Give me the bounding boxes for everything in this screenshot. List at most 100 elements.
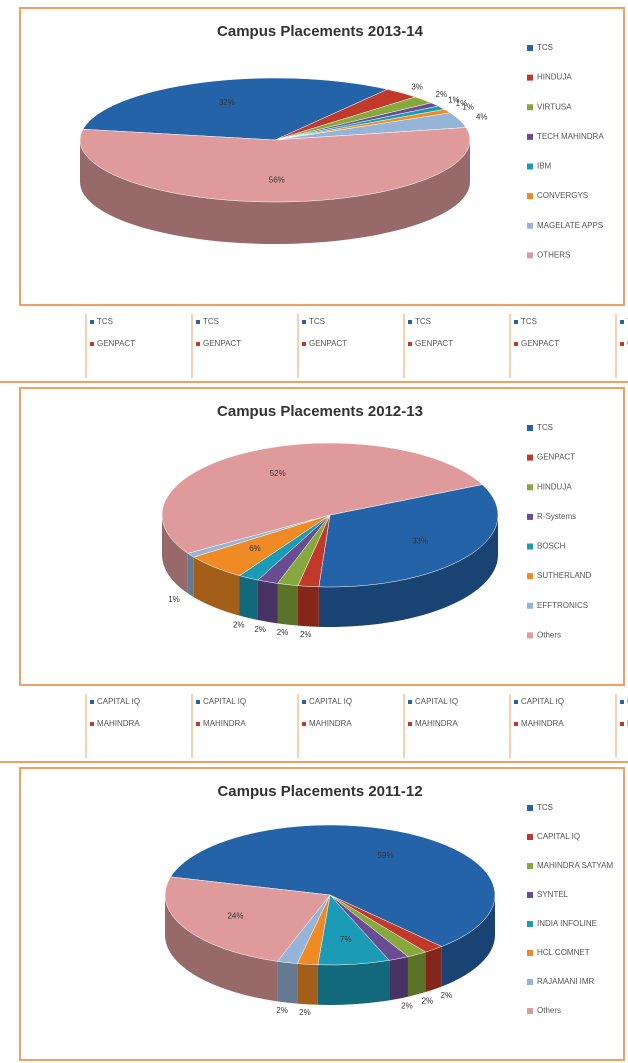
strip-label: MAHINDRA	[415, 719, 458, 728]
strip-label: CAPITAL IQ	[97, 697, 140, 706]
pie-slice	[318, 484, 499, 588]
legend-swatch	[527, 425, 533, 431]
legend-swatch	[527, 602, 533, 609]
strip-swatch	[90, 700, 94, 704]
strip-swatch	[514, 320, 518, 324]
strip-label: CAPITAL IQ	[521, 697, 564, 706]
strip-swatch	[196, 700, 200, 704]
strip-label: GENPACT	[203, 339, 241, 348]
strip-label: TCS	[415, 317, 431, 326]
pie-slice-side	[407, 952, 426, 997]
pie-slice	[164, 876, 331, 962]
pie-tops	[161, 442, 499, 588]
pie-slice-side	[297, 585, 319, 627]
pie-slice	[161, 442, 483, 554]
strip-label: MAHINDRA	[309, 719, 352, 728]
strip-label: MAHINDRA	[521, 719, 564, 728]
strip-swatch	[408, 342, 412, 346]
legend-label: IBM	[537, 162, 552, 171]
legend-label: HINDUJA	[537, 482, 572, 491]
strip-swatch	[90, 722, 94, 726]
data-label: 24%	[227, 912, 243, 921]
pie-sides	[80, 140, 470, 244]
pie-slice-side	[162, 515, 188, 594]
legend-label: HINDUJA	[537, 73, 572, 82]
legend-swatch	[527, 921, 533, 927]
data-label: 2%	[276, 1006, 288, 1015]
data-label: 2%	[436, 90, 448, 99]
strip-label: CAPITAL IQ	[203, 697, 246, 706]
strip-label: GENPACT	[309, 339, 347, 348]
chart-title: Campus Placements 2012-13	[217, 403, 423, 420]
strip-label: MAHINDRA	[97, 719, 140, 728]
pie-slice-side	[193, 557, 240, 616]
pie-slice-side	[80, 140, 470, 244]
data-label: 52%	[270, 469, 286, 478]
legend-label: OTHERS	[537, 250, 570, 259]
strip-swatch	[620, 722, 624, 726]
strip-swatch	[620, 320, 624, 324]
legend-label: SYNTEL	[537, 890, 569, 899]
strip-swatch	[90, 342, 94, 346]
legend-label: BOSCH	[537, 542, 566, 551]
strip-label: GENPACT	[97, 339, 135, 348]
data-label: 56%	[269, 175, 285, 184]
pie-slice	[170, 824, 496, 947]
strip-label: CAPITAL IQ	[415, 697, 458, 706]
strip-swatch	[196, 722, 200, 726]
data-label: 2%	[233, 621, 245, 630]
legend-label: HCL COMNET	[537, 948, 590, 957]
chart-title: Campus Placements 2011-12	[217, 783, 422, 800]
strip-swatch	[196, 342, 200, 346]
pie-slice-side	[277, 961, 298, 1004]
strip-swatch	[620, 700, 624, 704]
legend-swatch	[527, 834, 533, 840]
strip-swatch	[514, 700, 518, 704]
pie-slice-side	[257, 580, 278, 624]
legend-label: CONVERGYS	[537, 191, 588, 200]
strip-swatch	[408, 700, 412, 704]
data-label: 4%	[476, 113, 488, 122]
legend-swatch	[527, 454, 533, 461]
legend-label: SUTHERLAND	[537, 571, 591, 580]
legend-swatch	[527, 805, 533, 811]
legend-swatch	[527, 543, 533, 550]
legend-label: R-Systems	[537, 512, 576, 521]
legend-swatch	[527, 513, 533, 520]
legend-label: RAJAMANI IMR	[537, 977, 595, 986]
data-label: 2%	[277, 628, 289, 637]
legend-label: TCS	[537, 423, 553, 432]
pie-sides	[162, 515, 498, 627]
strip-swatch	[196, 320, 200, 324]
legend-label: TECH MAHINDRA	[537, 132, 604, 141]
legend-swatch	[527, 222, 533, 229]
data-label: 6%	[249, 544, 261, 553]
strip-label: TCS	[309, 317, 325, 326]
data-label: 1%	[168, 595, 180, 604]
legend-swatch	[527, 163, 533, 170]
strip-swatch	[514, 722, 518, 726]
legend-label: Others	[537, 630, 561, 639]
pie-slice-side	[187, 553, 194, 598]
data-label: 7%	[340, 935, 352, 944]
strip-swatch	[302, 722, 306, 726]
legend-swatch	[527, 892, 533, 898]
legend-swatch	[527, 484, 533, 491]
legend-label: MAGELATE APPS	[537, 221, 603, 230]
strip-swatch	[302, 320, 306, 324]
legend-swatch	[527, 133, 533, 140]
data-label: 2%	[441, 991, 453, 1000]
data-label: 33%	[412, 537, 428, 546]
legend-swatch	[527, 632, 533, 639]
pie-tops	[79, 77, 471, 203]
legend-label: Others	[537, 1006, 561, 1015]
data-label: 2%	[422, 997, 434, 1006]
strip-label: TCS	[521, 317, 537, 326]
pie-slice	[82, 77, 389, 141]
pie-slice-side	[389, 956, 408, 1001]
data-label: 3%	[411, 82, 423, 91]
pie-slice-side	[297, 963, 318, 1005]
legend-swatch	[527, 573, 533, 580]
legend-swatch	[527, 863, 533, 869]
